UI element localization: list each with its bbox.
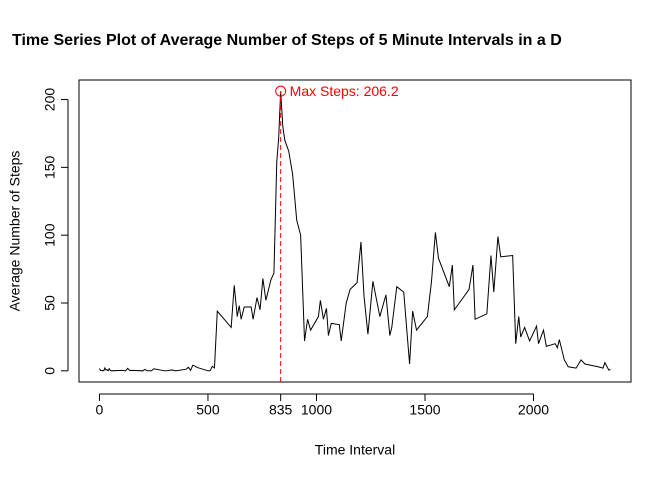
y-tick-label: 200 bbox=[42, 88, 58, 112]
max-marker bbox=[275, 85, 287, 97]
x-tick-label: 1000 bbox=[301, 402, 332, 418]
y-tick-label: 150 bbox=[42, 155, 58, 179]
data-line bbox=[99, 91, 611, 372]
x-tick-label: 835 bbox=[269, 402, 293, 418]
x-tick-label: 0 bbox=[96, 402, 104, 418]
y-axis-label: Average Number of Steps bbox=[7, 151, 23, 312]
y-tick-label: 100 bbox=[42, 223, 58, 247]
x-axis-label: Time Interval bbox=[315, 442, 395, 458]
y-tick-label: 50 bbox=[42, 295, 58, 311]
max-label: Max Steps: 206.2 bbox=[290, 83, 399, 99]
plot-box bbox=[78, 79, 632, 383]
chart-title: Time Series Plot of Average Number of St… bbox=[12, 32, 562, 49]
x-tick-label: 500 bbox=[196, 402, 220, 418]
y-tick-label: 0 bbox=[42, 367, 58, 375]
x-tick-label: 2000 bbox=[518, 402, 549, 418]
x-tick-label: 1500 bbox=[409, 402, 440, 418]
